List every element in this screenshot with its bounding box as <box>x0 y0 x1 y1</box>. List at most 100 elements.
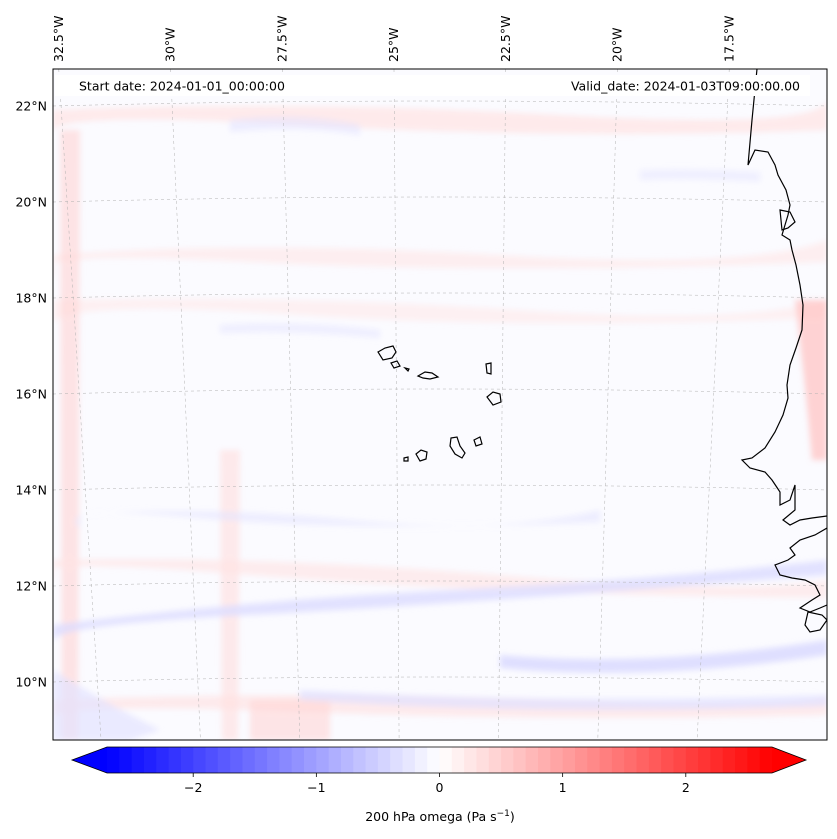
parallel-line <box>53 292 827 299</box>
meridian-line <box>597 69 618 740</box>
omega-negative-band <box>220 323 380 338</box>
omega-positive-band <box>60 130 80 740</box>
colorbar-cell <box>230 747 244 773</box>
colorbar-cell <box>587 747 601 773</box>
africa-coastline <box>740 69 827 526</box>
latitude-label: 22°N <box>15 99 47 114</box>
colorbar-cell <box>722 747 736 773</box>
latitude-label: 16°N <box>15 387 47 402</box>
colorbar-cell <box>193 747 207 773</box>
colorbar-cell <box>254 747 268 773</box>
colorbar-cell <box>340 747 354 773</box>
colorbar-cell <box>464 747 478 773</box>
colorbar-label: 200 hPa omega (Pa s−1) <box>365 809 515 824</box>
meridian-line <box>498 69 506 740</box>
longitude-label: 32.5°W <box>51 16 66 62</box>
colorbar-cell <box>390 747 404 773</box>
colorbar-cell <box>710 747 724 773</box>
island-sao-vicente <box>390 360 401 369</box>
colorbar-cell <box>168 747 182 773</box>
africa-coastline <box>774 527 827 613</box>
meridian-line <box>282 69 301 740</box>
omega-negative-band <box>230 116 360 135</box>
parallel-line <box>53 100 827 107</box>
colorbar-cell <box>119 747 133 773</box>
omega-positive-band <box>250 700 330 740</box>
meridian-line <box>170 69 201 740</box>
colorbar-cells <box>72 747 806 773</box>
colorbar-extend-max <box>772 747 806 773</box>
island-santiago <box>449 436 466 459</box>
colorbar: −2 −1 0 1 2 200 hPa omega (Pa s−1) <box>70 746 808 824</box>
parallel-line <box>53 676 827 683</box>
colorbar-cell <box>550 747 564 773</box>
omega-positive-band <box>53 695 827 720</box>
colorbar-cell <box>501 747 514 773</box>
longitude-label: 30°W <box>163 27 178 62</box>
colorbar-cell <box>353 747 367 773</box>
meridian-line <box>696 69 730 740</box>
island-fogo <box>415 449 428 462</box>
map-background <box>53 69 827 740</box>
colorbar-cell <box>304 747 317 773</box>
omega-positive-band <box>53 240 827 278</box>
colorbar-cell <box>328 747 342 773</box>
coastline-inlet <box>804 611 827 633</box>
omega-negative-band <box>53 670 160 740</box>
colorbar-cell <box>574 747 588 773</box>
island-sao-nicolau <box>416 371 440 380</box>
colorbar-cell <box>698 747 712 773</box>
island-sal <box>485 362 492 375</box>
colorbar-cell <box>156 747 170 773</box>
colorbar-cell <box>107 747 120 773</box>
colorbar-cell <box>476 747 490 773</box>
longitude-label: 20°W <box>610 27 625 62</box>
colorbar-cell <box>205 747 219 773</box>
colorbar-ticks: −2 −1 0 1 2 <box>184 773 690 795</box>
parallel-line <box>53 484 827 491</box>
omega-positive-band <box>53 298 827 324</box>
colorbar-cell <box>525 747 539 773</box>
longitude-label: 25°W <box>386 27 401 62</box>
omega-negative-band <box>500 640 827 673</box>
colorbar-cell <box>759 747 773 773</box>
longitude-label: 27.5°W <box>274 16 289 62</box>
longitude-label: 22.5°W <box>498 16 513 62</box>
longitude-label: 17.5°W <box>721 16 736 62</box>
colorbar-tick-label: 1 <box>559 780 567 795</box>
colorbar-cell <box>279 747 293 773</box>
latitude-labels: 22°N 20°N 18°N 16°N 14°N 12°N 10°N <box>15 99 47 690</box>
colorbar-cell <box>685 747 699 773</box>
colorbar-cell <box>291 747 305 773</box>
colorbar-cell <box>242 747 256 773</box>
colorbar-tick-label: 0 <box>436 780 444 795</box>
latitude-label: 18°N <box>15 291 47 306</box>
colorbar-cell <box>735 747 748 773</box>
meridian-line <box>58 69 102 740</box>
annotation-background <box>55 75 810 96</box>
valid-date-label: Valid_date: 2024-01-03T09:00:00.00 <box>571 79 800 94</box>
colorbar-cell <box>143 747 157 773</box>
colorbar-cell <box>316 747 330 773</box>
omega-negative-band <box>75 510 600 528</box>
coastlines <box>377 69 827 633</box>
omega-field <box>53 100 827 740</box>
colorbar-cell <box>624 747 638 773</box>
colorbar-cell <box>377 747 391 773</box>
island-santa-luzia <box>403 366 410 373</box>
colorbar-tick-label: −2 <box>184 780 202 795</box>
colorbar-cell <box>439 747 453 773</box>
omega-negative-band <box>53 560 827 642</box>
coastline-inlet <box>779 209 796 231</box>
colorbar-cell <box>402 747 416 773</box>
omega-positive-band <box>220 450 240 740</box>
colorbar-cell <box>131 747 145 773</box>
colorbar-cell <box>661 747 675 773</box>
colorbar-cell <box>747 747 761 773</box>
latitude-label: 12°N <box>15 579 47 594</box>
latitude-label: 20°N <box>15 195 47 210</box>
colorbar-tick-label: 2 <box>682 780 690 795</box>
latitude-label: 14°N <box>15 483 47 498</box>
colorbar-cell <box>427 747 441 773</box>
